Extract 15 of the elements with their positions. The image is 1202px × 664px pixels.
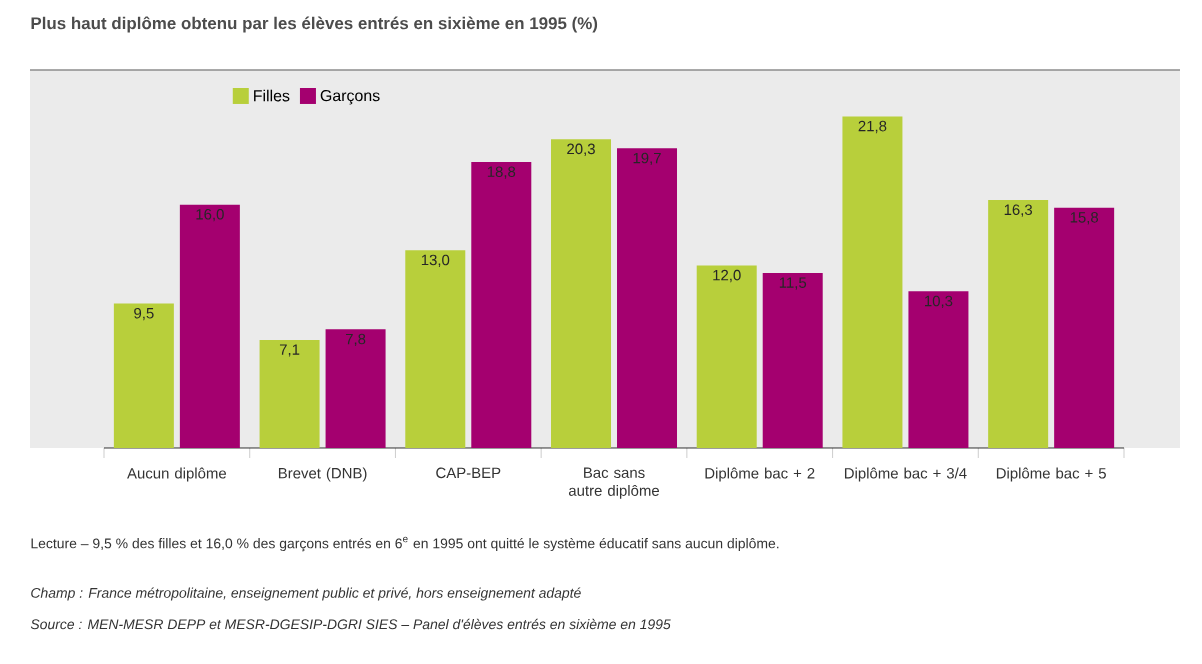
bar xyxy=(259,340,320,448)
bar xyxy=(179,204,240,448)
bar xyxy=(842,116,903,448)
bar xyxy=(113,303,174,448)
bar xyxy=(908,291,969,448)
bar xyxy=(325,329,386,448)
bar xyxy=(551,139,612,448)
bar xyxy=(696,265,757,448)
bar xyxy=(1054,207,1115,448)
chart-title: Plus haut diplôme obtenu par les élèves entrés en sixième en 1995 (%) xyxy=(31,16,598,33)
bar xyxy=(405,250,466,448)
bar xyxy=(988,200,1049,448)
bar xyxy=(617,148,678,448)
bar xyxy=(762,273,823,448)
bar xyxy=(471,162,532,448)
